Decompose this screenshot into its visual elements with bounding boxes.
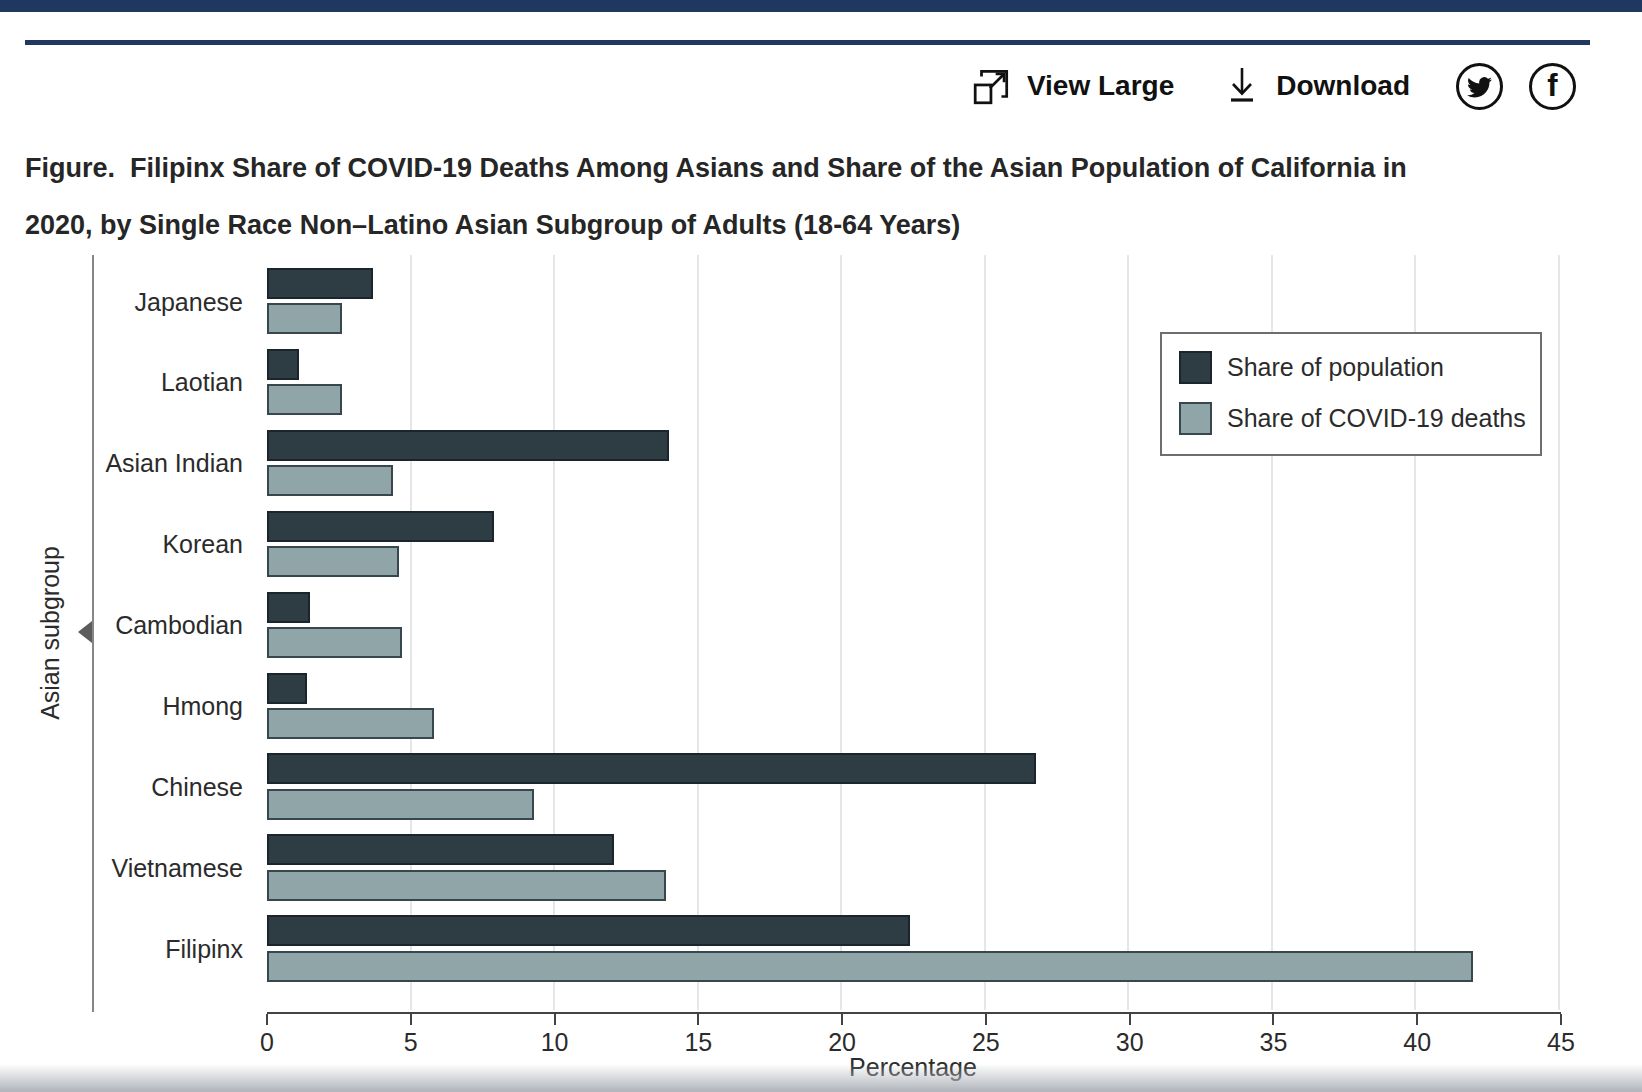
legend: Share of population Share of COVID-19 dea… [1160, 332, 1542, 456]
legend-swatch-share-of-population [1179, 351, 1212, 384]
bar-japanese-share-of-population [267, 268, 373, 299]
x-tick-25 [985, 1014, 987, 1025]
x-tick-40 [1416, 1014, 1418, 1025]
legend-swatch-share-of-covid-19-deaths [1179, 402, 1212, 435]
bar-laotian-share-of-covid-19-deaths [267, 384, 342, 415]
bar-chinese-share-of-population [267, 753, 1036, 784]
figure-toolbar: View Large Download f [971, 58, 1576, 114]
legend-item-share-of-covid-19-deaths: Share of COVID-19 deaths [1179, 402, 1524, 435]
category-label-korean: Korean [0, 529, 243, 559]
view-large-button[interactable]: View Large [971, 65, 1174, 107]
gridline-20 [840, 255, 842, 1010]
figure-title-line1: Figure. Filipinx Share of COVID-19 Death… [25, 140, 1585, 197]
category-label-japanese: Japanese [0, 287, 243, 317]
expand-icon [971, 65, 1013, 107]
bar-vietnamese-share-of-population [267, 834, 614, 865]
bar-asian-indian-share-of-population [267, 430, 669, 461]
view-large-label: View Large [1027, 70, 1174, 102]
category-label-filipinx: Filipinx [0, 934, 243, 964]
bar-asian-indian-share-of-covid-19-deaths [267, 465, 393, 496]
x-tick-20 [841, 1014, 843, 1025]
legend-label-share-of-population: Share of population [1227, 353, 1444, 382]
legend-label-share-of-covid-19-deaths: Share of COVID-19 deaths [1227, 404, 1526, 433]
header-rule [25, 40, 1590, 45]
gridline-25 [984, 255, 986, 1010]
legend-item-share-of-population: Share of population [1179, 351, 1524, 384]
bottom-fade [0, 1064, 1642, 1092]
bar-korean-share-of-population [267, 511, 494, 542]
gridline-45 [1558, 255, 1560, 1010]
x-tick-15 [697, 1014, 699, 1025]
download-icon [1222, 64, 1262, 108]
category-label-laotian: Laotian [0, 367, 243, 397]
top-bar [0, 0, 1642, 12]
x-tick-0 [266, 1014, 268, 1025]
bar-japanese-share-of-covid-19-deaths [267, 303, 342, 334]
x-tick-45 [1560, 1014, 1562, 1025]
download-label: Download [1276, 70, 1410, 102]
category-label-asian-indian: Asian Indian [0, 448, 243, 478]
x-tick-30 [1129, 1014, 1131, 1025]
bar-laotian-share-of-population [267, 349, 299, 380]
category-label-cambodian: Cambodian [0, 610, 243, 640]
bar-vietnamese-share-of-covid-19-deaths [267, 870, 666, 901]
facebook-icon: f [1547, 70, 1557, 101]
gridline-30 [1127, 255, 1129, 1010]
bar-korean-share-of-covid-19-deaths [267, 546, 399, 577]
bar-filipinx-share-of-population [267, 915, 910, 946]
share-twitter-button[interactable] [1456, 63, 1503, 110]
bar-filipinx-share-of-covid-19-deaths [267, 951, 1473, 982]
bar-hmong-share-of-covid-19-deaths [267, 708, 434, 739]
bar-cambodian-share-of-population [267, 592, 310, 623]
bar-chart: Asian subgroup JapaneseLaotianAsian Indi… [0, 250, 1642, 1092]
x-tick-35 [1272, 1014, 1274, 1025]
figure-title: Figure. Filipinx Share of COVID-19 Death… [25, 140, 1585, 254]
category-labels: Japanese Laotian Asian Indian Korean Cambodi… [0, 255, 243, 1010]
x-tick-5 [410, 1014, 412, 1025]
bar-chinese-share-of-covid-19-deaths [267, 789, 534, 820]
bar-cambodian-share-of-covid-19-deaths [267, 627, 402, 658]
category-label-chinese: Chinese [0, 772, 243, 802]
category-label-hmong: Hmong [0, 691, 243, 721]
category-label-vietnamese: Vietnamese [0, 853, 243, 883]
gridline-15 [697, 255, 699, 1010]
share-facebook-button[interactable]: f [1529, 63, 1576, 110]
download-button[interactable]: Download [1222, 64, 1410, 108]
figure-title-line2: 2020, by Single Race Non–Latino Asian Su… [25, 197, 1585, 254]
x-axis: 051015202530354045 [267, 1012, 1561, 1014]
twitter-icon [1467, 74, 1492, 99]
x-tick-10 [554, 1014, 556, 1025]
bar-hmong-share-of-population [267, 673, 307, 704]
